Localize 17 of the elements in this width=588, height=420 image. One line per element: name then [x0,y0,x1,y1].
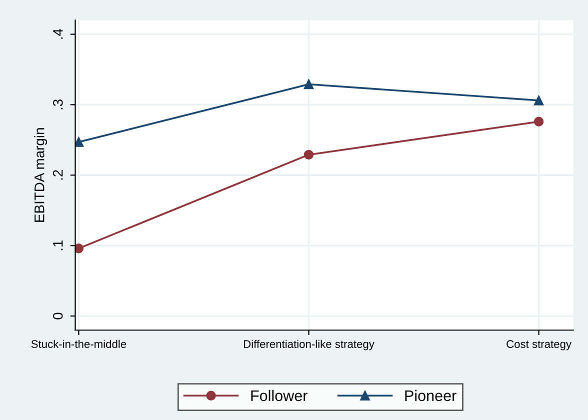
point [75,244,84,254]
point [534,116,544,126]
y-tick-label: .2 [52,170,63,180]
y-axis-title: EBITDA margin [34,128,48,222]
point [75,137,84,147]
x-tick-label: Cost strategy [506,340,572,350]
y-tick-label: .1 [53,240,63,250]
legend-label: Pioneer [405,390,456,402]
x-tick-label: Stuck-in-the-middle [31,340,126,348]
y-tick-label: 0 [52,312,63,320]
y-tick-label: .4 [53,28,63,39]
point [304,79,314,90]
legend-label: Follower [251,390,308,402]
y-tick-label: .3 [52,100,63,110]
x-tick-label: Differentiation-like strategy [244,340,374,350]
point [304,150,314,160]
point [534,96,544,106]
